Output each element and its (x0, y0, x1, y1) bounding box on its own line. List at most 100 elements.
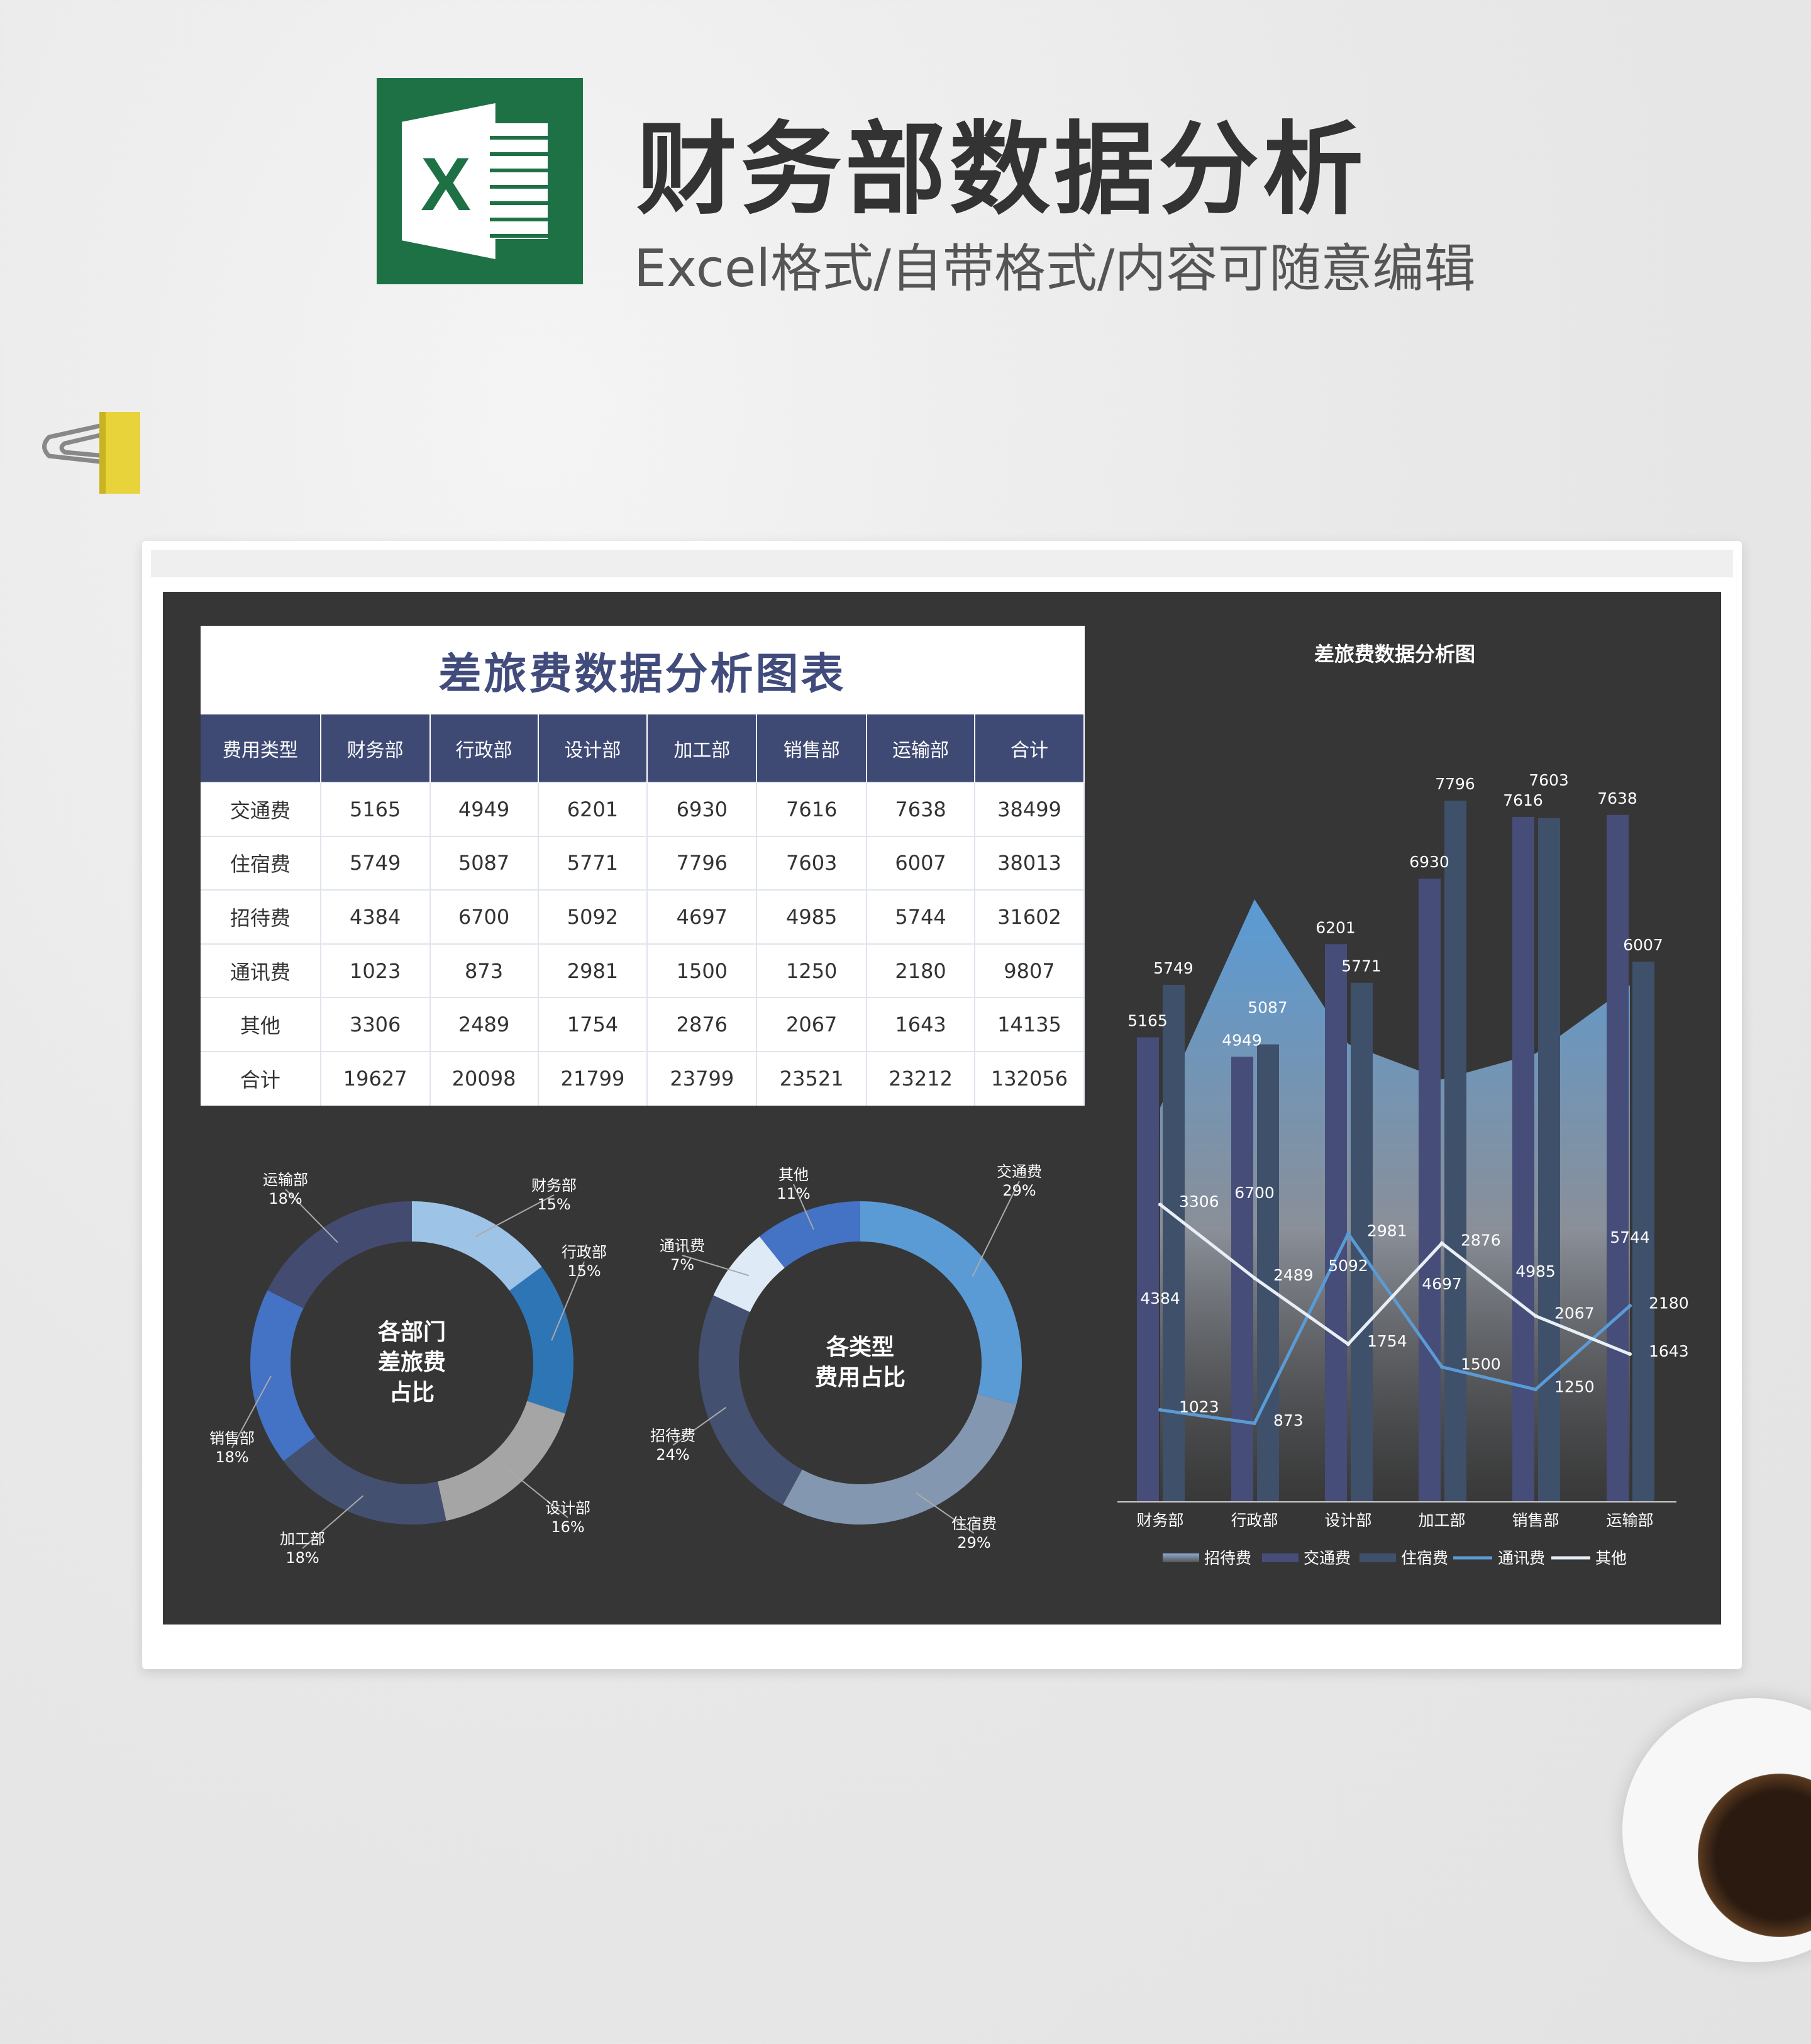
sheet-toolbar-strip (151, 550, 1733, 577)
slice-name: 财务部 (531, 1177, 577, 1194)
value-cell[interactable]: 6201 (538, 782, 648, 836)
slice-label: 通讯费 7% (660, 1236, 705, 1274)
value-cell[interactable]: 7603 (756, 835, 868, 891)
row-label-cell[interactable]: 住宿费 (201, 835, 321, 891)
value-cell[interactable]: 6700 (429, 889, 539, 944)
slice-name: 设计部 (545, 1499, 590, 1517)
column-header: 销售部 (756, 714, 868, 782)
row-label-cell[interactable]: 其他 (201, 997, 321, 1052)
slice-label: 交通费 29% (997, 1162, 1042, 1200)
value-cell[interactable]: 7616 (756, 782, 868, 836)
row-label-cell[interactable]: 招待费 (201, 889, 321, 944)
slice-percent: 29% (1002, 1182, 1036, 1199)
excel-logo: X (377, 78, 583, 284)
value-cell[interactable]: 23212 (867, 1050, 976, 1106)
value-cell[interactable]: 19627 (320, 1050, 431, 1106)
value-cell[interactable]: 4949 (429, 782, 539, 836)
page-title: 财务部数据分析 (636, 111, 1368, 228)
value-cell[interactable]: 2876 (647, 997, 758, 1052)
value-cell[interactable]: 38499 (975, 782, 1085, 836)
slice-label: 财务部 15% (531, 1176, 577, 1214)
table-row: 住宿费 5749 5087 5771 7796 7603 6007 38013 (201, 835, 1085, 891)
value-cell[interactable]: 4697 (647, 889, 758, 944)
value-cell[interactable]: 5771 (538, 835, 648, 891)
value-cell[interactable]: 6930 (647, 782, 758, 836)
row-label-cell[interactable]: 交通费 (201, 782, 321, 836)
value-cell[interactable]: 2180 (867, 943, 976, 998)
value-cell[interactable]: 4985 (756, 889, 868, 944)
slice-name: 通讯费 (660, 1237, 705, 1255)
value-cell[interactable]: 23521 (756, 1050, 868, 1106)
value-cell[interactable]: 7638 (867, 782, 976, 836)
slice-label: 行政部 15% (562, 1243, 607, 1280)
value-cell[interactable]: 873 (429, 943, 539, 998)
value-cell[interactable]: 2067 (756, 997, 868, 1052)
slice-percent: 24% (656, 1446, 690, 1464)
value-cell[interactable]: 5744 (867, 889, 976, 944)
value-cell[interactable]: 5087 (429, 835, 539, 891)
center-line: 占比 (389, 1380, 435, 1406)
slice-label: 加工部 18% (280, 1530, 325, 1567)
chart-title: 差旅费数据分析图 (1314, 642, 1476, 666)
slice-name: 行政部 (562, 1243, 607, 1261)
value-cell[interactable]: 3306 (320, 997, 431, 1052)
slice-name: 运输部 (263, 1171, 308, 1189)
value-cell[interactable]: 1250 (756, 943, 868, 998)
value-cell[interactable]: 31602 (975, 889, 1085, 944)
table-row: 交通费 5165 4949 6201 6930 7616 7638 38499 (201, 782, 1085, 836)
column-header: 运输部 (867, 714, 976, 782)
table-row: 通讯费 1023 873 2981 1500 1250 2180 9807 (201, 943, 1085, 998)
slice-percent: 7% (670, 1256, 695, 1274)
expense-table: 差旅费数据分析图表 费用类型 财务部 行政部 设计部 加工部 销售部 运输部 合计 交通费 51… (201, 626, 1085, 1106)
value-cell[interactable]: 5165 (320, 782, 431, 836)
center-line: 差旅费 (377, 1350, 446, 1375)
table-row: 合计 19627 20098 21799 23799 23521 23212 132056 (201, 1050, 1085, 1106)
slice-name: 销售部 (209, 1430, 255, 1447)
center-line: 费用占比 (814, 1365, 906, 1391)
value-cell[interactable]: 23799 (647, 1050, 758, 1106)
slice-label: 其他 11% (777, 1165, 810, 1203)
table-row: 其他 3306 2489 1754 2876 2067 1643 14135 (201, 997, 1085, 1052)
value-cell[interactable]: 1500 (647, 943, 758, 998)
value-cell[interactable]: 6007 (867, 835, 976, 891)
value-cell[interactable]: 38013 (975, 835, 1085, 891)
column-header: 加工部 (647, 714, 758, 782)
value-cell[interactable]: 7796 (647, 835, 758, 891)
value-cell[interactable]: 1023 (320, 943, 431, 998)
slice-name: 招待费 (650, 1427, 695, 1445)
value-cell[interactable]: 5749 (320, 835, 431, 891)
column-header: 费用类型 (201, 714, 321, 782)
slice-label: 销售部 18% (209, 1429, 255, 1467)
column-header: 设计部 (538, 714, 648, 782)
slice-name: 加工部 (280, 1530, 325, 1548)
value-cell[interactable]: 9807 (975, 943, 1085, 998)
slice-label: 设计部 16% (545, 1499, 590, 1536)
logo-letter: X (421, 142, 472, 226)
value-cell[interactable]: 1754 (538, 997, 648, 1052)
column-header: 行政部 (429, 714, 539, 782)
value-cell[interactable]: 2489 (429, 997, 539, 1052)
value-cell[interactable]: 4384 (320, 889, 431, 944)
value-cell[interactable]: 132056 (975, 1050, 1085, 1106)
value-cell[interactable]: 1643 (867, 997, 976, 1052)
value-cell[interactable]: 14135 (975, 997, 1085, 1052)
row-label-cell[interactable]: 合计 (201, 1050, 321, 1106)
slice-label: 运输部 18% (263, 1170, 308, 1208)
row-label-cell[interactable]: 通讯费 (201, 943, 321, 998)
slice-percent: 11% (777, 1185, 811, 1203)
donut-center-text: 各类型 费用占比 (815, 1333, 906, 1393)
table-title: 差旅费数据分析图表 (438, 650, 846, 699)
slice-percent: 18% (269, 1190, 302, 1208)
binder-clip-icon (42, 412, 140, 494)
table-row: 招待费 4384 6700 5092 4697 4985 5744 31602 (201, 889, 1085, 944)
slice-name: 交通费 (997, 1163, 1042, 1180)
value-cell[interactable]: 21799 (538, 1050, 648, 1106)
slice-label: 招待费 24% (650, 1426, 695, 1464)
page-subtitle: Excel格式/自带格式/内容可随意编辑 (634, 239, 1476, 299)
center-line: 各部门 (377, 1319, 446, 1345)
value-cell[interactable]: 2981 (538, 943, 648, 998)
table-header-row: 费用类型 财务部 行政部 设计部 加工部 销售部 运输部 合计 (201, 714, 1085, 782)
value-cell[interactable]: 20098 (429, 1050, 539, 1106)
slice-percent: 18% (285, 1549, 319, 1567)
value-cell[interactable]: 5092 (538, 889, 648, 944)
